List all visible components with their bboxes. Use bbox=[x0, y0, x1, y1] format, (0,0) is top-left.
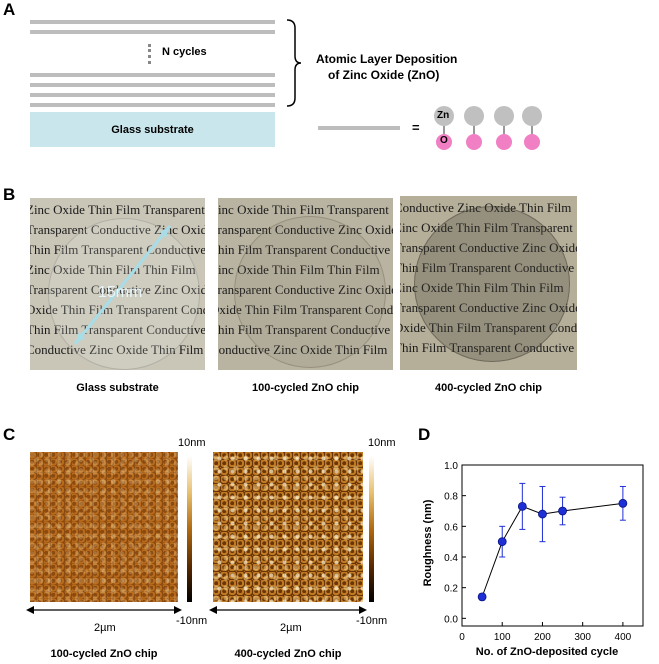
caption-afm-100: 100-cycled ZnO chip bbox=[50, 648, 158, 660]
series-line bbox=[481, 502, 623, 598]
ald-label-line2: of Zinc Oxide (ZnO) bbox=[328, 68, 440, 82]
glass-substrate bbox=[30, 112, 275, 147]
panel-b-label: B bbox=[3, 185, 16, 204]
afm-image-100 bbox=[30, 452, 178, 602]
y-tick-label: 0.0 bbox=[444, 614, 458, 625]
y-tick-label: 0.4 bbox=[444, 553, 458, 564]
y-tick-label: 0.6 bbox=[444, 522, 458, 533]
data-point bbox=[618, 498, 628, 508]
x-tick-label: 300 bbox=[574, 632, 591, 643]
o-atom-label: O bbox=[440, 135, 448, 146]
panel-d-label: D bbox=[418, 425, 431, 444]
data-point bbox=[497, 537, 507, 547]
n-cycles-label: N cycles bbox=[162, 46, 207, 58]
scale-bar-label: 2µm bbox=[94, 622, 116, 634]
afm-image-400 bbox=[213, 452, 363, 602]
zn-atom bbox=[522, 106, 542, 126]
glass-disc bbox=[48, 218, 200, 370]
zno-layer bbox=[30, 73, 275, 77]
y-axis-label: Roughness (nm) bbox=[422, 499, 434, 586]
x-tick-label: 100 bbox=[494, 632, 511, 643]
zno-layer bbox=[30, 93, 275, 97]
x-tick-label: 0 bbox=[459, 632, 465, 643]
data-point bbox=[538, 509, 547, 519]
o-atom bbox=[466, 134, 482, 150]
zno-layer bbox=[30, 103, 275, 107]
photo-100-cycled-chip: Zinc Oxide Thin Film Transparent Transpar… bbox=[218, 198, 393, 370]
photo-glass-substrate: Zinc Oxide Thin Film Transparent Transpar… bbox=[30, 198, 205, 370]
o-atom bbox=[524, 134, 540, 150]
roughness-chart: Roughness (nm) No. of ZnO-deposited cycl… bbox=[422, 461, 644, 658]
zno-layer bbox=[30, 30, 275, 34]
y-tick-label: 0.2 bbox=[444, 584, 458, 595]
data-point bbox=[517, 502, 527, 511]
zn-o-bond bbox=[531, 126, 533, 134]
scale-bar-label: 2µm bbox=[280, 622, 302, 634]
equals-sign: = bbox=[412, 120, 420, 135]
ellipsis-dots bbox=[148, 44, 154, 64]
zn-atom-label: Zn bbox=[437, 110, 450, 121]
caption-glass-substrate: Glass substrate bbox=[76, 382, 159, 394]
zn-atom bbox=[434, 106, 454, 126]
legend-layer bbox=[318, 126, 400, 130]
ald-label-line1: Atomic Layer Deposition bbox=[316, 52, 458, 66]
caption-100-cycled-chip: 100-cycled ZnO chip bbox=[252, 382, 359, 394]
scale-bar-100 bbox=[26, 606, 182, 614]
colorbar-max-label: 10nm bbox=[368, 437, 396, 449]
colorbar-min-label: -10nm bbox=[356, 615, 388, 627]
panel-c-label: C bbox=[3, 425, 16, 444]
colorbar-min-label: -10nm bbox=[176, 615, 208, 627]
zno-layer bbox=[30, 83, 275, 87]
zn-o-bond bbox=[503, 126, 505, 134]
layers-bracket bbox=[286, 19, 302, 107]
zn-o-bond bbox=[473, 126, 475, 134]
zn-atom bbox=[464, 106, 484, 126]
x-axis-label: No. of ZnO-deposited cycle bbox=[476, 646, 618, 658]
colorbar-max-label: 10nm bbox=[178, 437, 206, 449]
colorbar-100 bbox=[187, 456, 192, 602]
panel-a-label: A bbox=[3, 0, 16, 19]
x-tick-label: 200 bbox=[534, 632, 551, 643]
zn-o-bond bbox=[443, 126, 445, 134]
zno-disc bbox=[414, 206, 570, 362]
glass-substrate-label: Glass substrate bbox=[111, 124, 194, 136]
o-atom bbox=[496, 134, 512, 150]
y-tick-label: 1.0 bbox=[444, 461, 458, 472]
data-point bbox=[477, 592, 487, 602]
zno-layer bbox=[30, 20, 275, 24]
colorbar-400 bbox=[369, 456, 374, 602]
caption-afm-400: 400-cycled ZnO chip bbox=[234, 648, 342, 660]
diameter-arrow bbox=[73, 225, 172, 345]
plot-frame bbox=[461, 464, 644, 627]
zn-atom bbox=[494, 106, 514, 126]
scale-bar-400 bbox=[209, 606, 367, 614]
y-tick-label: 0.8 bbox=[444, 492, 458, 503]
data-point bbox=[558, 506, 567, 516]
o-atom bbox=[436, 134, 452, 150]
zno-disc bbox=[234, 216, 386, 368]
x-tick-label: 400 bbox=[615, 632, 632, 643]
diameter-label: 15mm bbox=[98, 284, 143, 301]
caption-400-cycled-chip: 400-cycled ZnO chip bbox=[435, 382, 542, 394]
photo-400-cycled-chip: Conductive Zinc Oxide Thin Film Zinc Oxid… bbox=[400, 196, 577, 370]
